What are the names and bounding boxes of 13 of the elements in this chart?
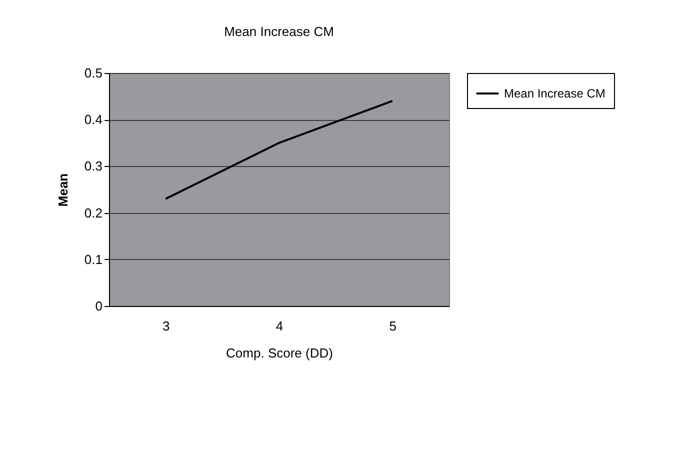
- y-tick-label: 0.1: [84, 252, 102, 267]
- x-axis-title: Comp. Score (DD): [226, 346, 333, 360]
- y-axis-title: Mean: [55, 173, 70, 207]
- y-tick-label: 0.4: [84, 112, 102, 128]
- x-tick-label: 5: [389, 318, 396, 334]
- y-tick-label: 0.2: [84, 205, 102, 220]
- x-tick-label: 4: [276, 318, 284, 334]
- y-tick-label: 0.3: [84, 158, 102, 174]
- x-tick-label: 3: [162, 318, 170, 334]
- y-tick-label: 0.5: [84, 66, 102, 80]
- legend-label: Mean Increase CM: [504, 86, 606, 100]
- y-tick-label: 0: [95, 298, 102, 314]
- chart-title: Mean Increase CM: [224, 24, 334, 39]
